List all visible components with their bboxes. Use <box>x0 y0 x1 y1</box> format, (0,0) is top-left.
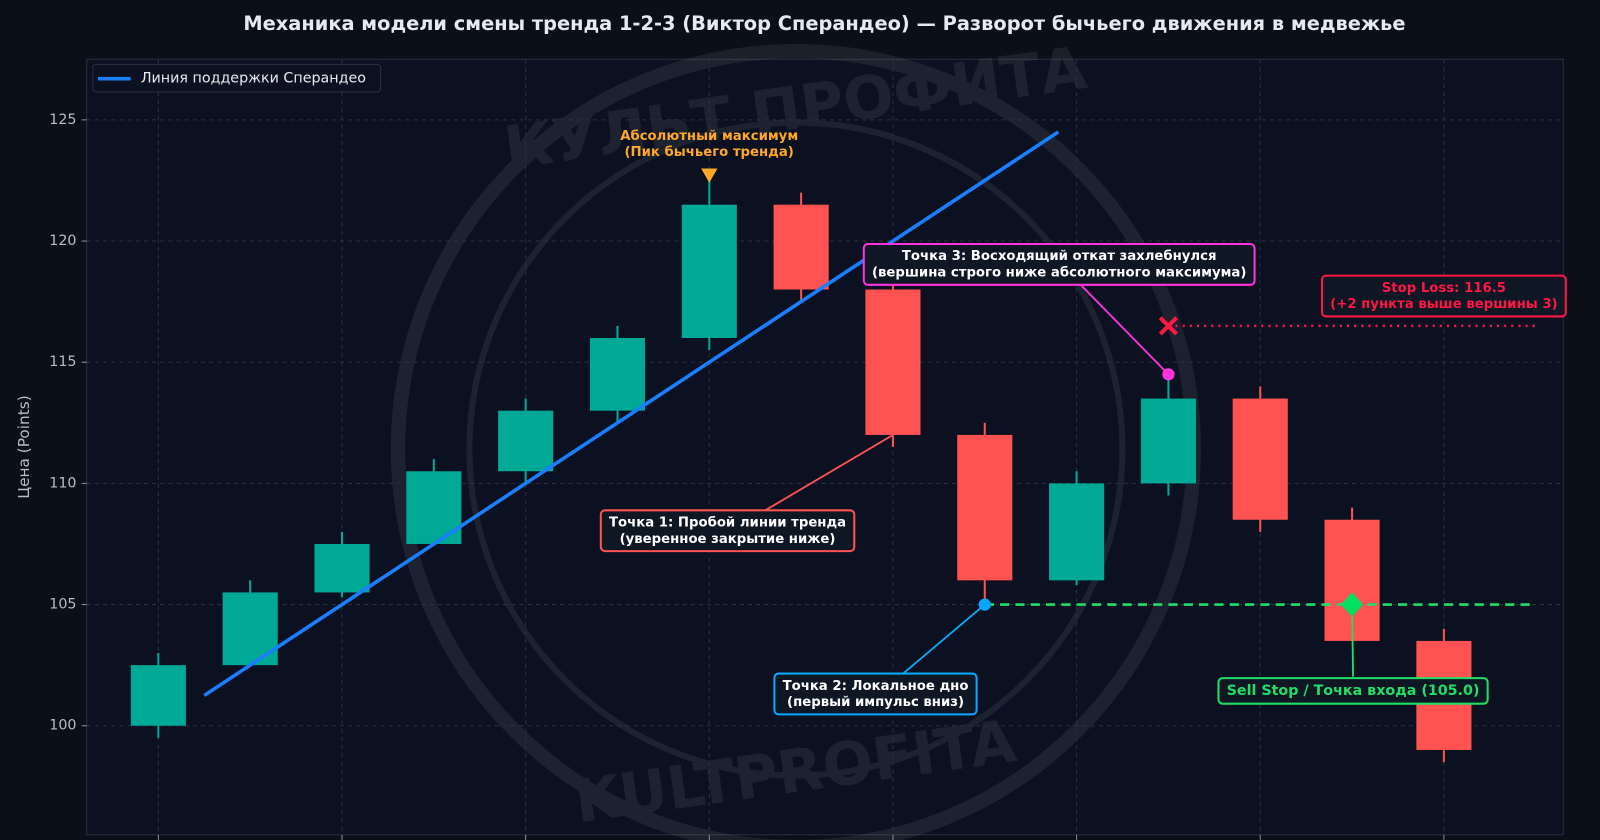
annotation-text: Точка 1: Пробой линии тренда <box>609 515 846 531</box>
annotation-text: Stop Loss: 116.5 <box>1382 281 1506 296</box>
plot-area <box>86 58 1564 836</box>
annotation-text: Точка 3: Восходящий откат захлебнулся <box>902 248 1217 264</box>
annotation-text: Абсолютный максимум <box>620 128 798 144</box>
y-tick-label: 125 <box>49 112 76 128</box>
marker <box>978 598 991 611</box>
candle-body <box>1140 398 1196 484</box>
annotation-text: (+2 пункта выше вершины 3) <box>1330 297 1557 312</box>
marker <box>701 168 718 183</box>
candle-body <box>681 204 737 338</box>
annotation-box <box>1320 274 1567 318</box>
marker <box>1340 592 1364 617</box>
legend: Линия поддержки Сперандео <box>92 63 382 93</box>
y-tick-label: 110 <box>49 475 76 491</box>
candle-body <box>957 434 1013 581</box>
candle-body <box>1049 483 1105 581</box>
candle-body <box>773 204 829 290</box>
y-tick-label: 115 <box>49 354 76 370</box>
annotation-text: (уверенное закрытие ниже) <box>620 532 836 547</box>
y-tick-label: 100 <box>49 718 76 734</box>
chart-title: Механика модели смены тренда 1-2-3 (Викт… <box>243 12 1405 35</box>
candle-body <box>1232 398 1288 520</box>
marker <box>1158 316 1179 336</box>
annotation-arrow <box>764 434 894 512</box>
y-axis-label: Цена (Points) <box>15 395 33 498</box>
annotation-arrow <box>1080 285 1170 375</box>
candle-body <box>589 337 646 411</box>
annotation-text: (первый импульс вниз) <box>787 695 964 710</box>
annotation-box <box>773 672 978 716</box>
y-tick-label: 105 <box>49 597 76 613</box>
annotation-text: (Пик бычьего тренда) <box>624 144 793 160</box>
support-line <box>203 130 1060 697</box>
candle-body <box>498 410 554 472</box>
legend-box <box>92 63 382 93</box>
annotation-box <box>1217 677 1489 705</box>
watermark-ring <box>466 119 1126 779</box>
annotation-box <box>599 509 856 553</box>
annotation-arrow <box>902 603 986 675</box>
y-tick-label: 120 <box>49 233 76 249</box>
annotation-text: (вершина строго ниже абсолютного максиму… <box>872 265 1246 281</box>
candle-body <box>865 289 921 435</box>
annotation-box <box>862 242 1256 286</box>
marker <box>1162 368 1175 381</box>
candle-body <box>130 665 186 726</box>
candle-body <box>314 543 370 593</box>
annotation-text: Точка 2: Локальное дно <box>783 679 969 694</box>
annotation-text: Sell Stop / Точка входа (105.0) <box>1227 683 1480 699</box>
legend-label: Линия поддержки Сперандео <box>141 71 366 87</box>
